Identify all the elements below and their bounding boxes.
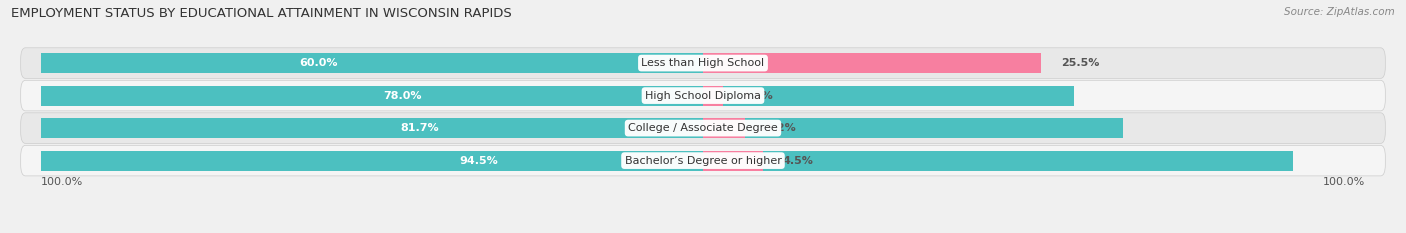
Bar xyxy=(703,53,1040,73)
Bar xyxy=(41,118,1123,138)
Text: Source: ZipAtlas.com: Source: ZipAtlas.com xyxy=(1284,7,1395,17)
Text: 94.5%: 94.5% xyxy=(460,156,498,166)
Text: College / Associate Degree: College / Associate Degree xyxy=(628,123,778,133)
Bar xyxy=(41,86,1074,106)
Text: 25.5%: 25.5% xyxy=(1060,58,1099,68)
FancyBboxPatch shape xyxy=(21,48,1385,78)
FancyBboxPatch shape xyxy=(21,113,1385,143)
Text: High School Diploma: High School Diploma xyxy=(645,91,761,101)
Text: Bachelor’s Degree or higher: Bachelor’s Degree or higher xyxy=(624,156,782,166)
Text: 100.0%: 100.0% xyxy=(1323,177,1365,187)
Bar xyxy=(703,118,745,138)
Text: 3.2%: 3.2% xyxy=(765,123,796,133)
Text: Less than High School: Less than High School xyxy=(641,58,765,68)
Text: EMPLOYMENT STATUS BY EDUCATIONAL ATTAINMENT IN WISCONSIN RAPIDS: EMPLOYMENT STATUS BY EDUCATIONAL ATTAINM… xyxy=(11,7,512,20)
Text: 4.5%: 4.5% xyxy=(783,156,813,166)
Text: 60.0%: 60.0% xyxy=(299,58,337,68)
Text: 78.0%: 78.0% xyxy=(382,91,422,101)
Bar xyxy=(41,53,835,73)
Bar xyxy=(703,151,762,171)
Text: 100.0%: 100.0% xyxy=(41,177,83,187)
FancyBboxPatch shape xyxy=(21,145,1385,176)
FancyBboxPatch shape xyxy=(21,80,1385,111)
Bar xyxy=(41,151,1292,171)
Text: 81.7%: 81.7% xyxy=(401,123,439,133)
Bar xyxy=(703,86,723,106)
Text: 1.5%: 1.5% xyxy=(742,91,773,101)
